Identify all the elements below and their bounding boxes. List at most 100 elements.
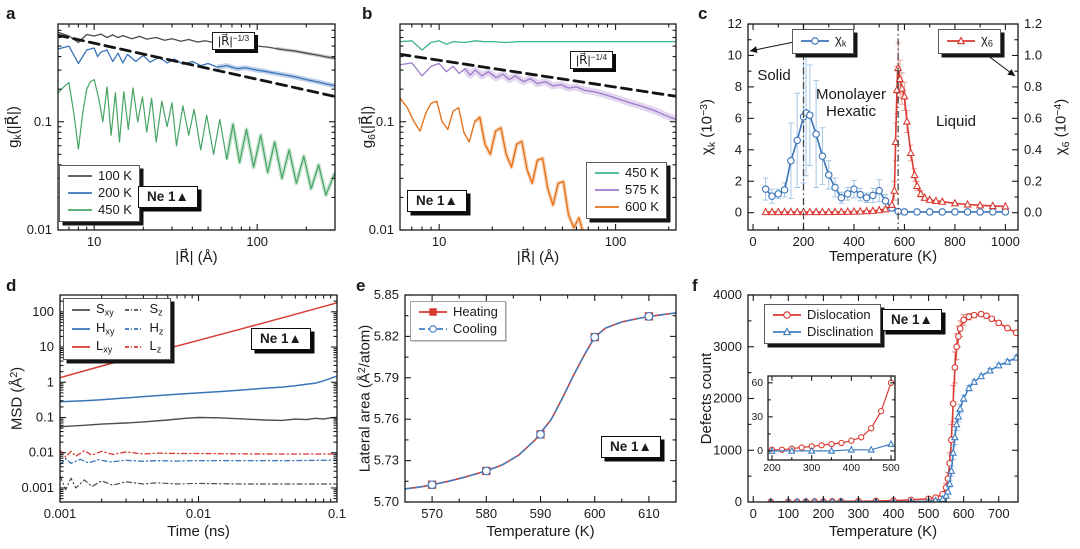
marker-circle: [988, 315, 996, 323]
series-layer: [768, 379, 895, 454]
svg-text:4000: 4000: [713, 287, 742, 302]
series-disclination-inset-markers: [768, 439, 895, 454]
marker-circle: [798, 444, 805, 451]
marker-triangle: [950, 432, 959, 441]
svg-text:100: 100: [246, 234, 268, 249]
series-guide-r-1-3-line: [57, 33, 336, 98]
marker-triangle: [862, 206, 871, 215]
svg-text:0.001: 0.001: [44, 506, 77, 521]
marker-circle: [963, 208, 972, 216]
marker-triangle: [827, 446, 836, 454]
svg-text:5.85: 5.85: [374, 287, 399, 302]
marker-triangle: [875, 205, 884, 214]
svg-text:1.2: 1.2: [1024, 16, 1042, 31]
marker-circle: [427, 480, 437, 490]
panel-b: b 10 100 0.01 0.1 |R⃗| (Å) g6(|R⃗|) 450 K 575 …: [356, 0, 690, 272]
svg-text:590: 590: [530, 506, 552, 521]
svg-text:0.001: 0.001: [21, 480, 54, 495]
series-hxy-line: [59, 375, 338, 403]
series-layer: [761, 24, 1010, 230]
marker-circle: [983, 312, 990, 320]
marker-circle: [995, 319, 1003, 327]
marker-circle: [875, 186, 883, 195]
marker-triangle: [843, 207, 852, 215]
svg-text:570: 570: [421, 506, 443, 521]
marker-triangle: [976, 200, 985, 209]
marker-circle: [787, 157, 795, 165]
axis-ticks: 0.001 0.01 0.1 0.001 0.01 0.1 1 10 100: [21, 295, 346, 521]
axis-ticks: 200 300 400 500 0 30 60: [751, 376, 900, 474]
svg-text:0.2: 0.2: [1024, 173, 1042, 188]
marker-triangle: [761, 207, 770, 216]
panel-letter-c: c: [698, 4, 708, 23]
svg-text:1: 1: [47, 374, 54, 389]
marker-triangle: [947, 466, 956, 474]
panel-d: d 0.001 0.01 0.1 0.001 0.01 0.1 1 10 100 Time (n…: [0, 272, 356, 549]
svg-text:1000: 1000: [991, 234, 1020, 249]
series-cooling-line: [404, 312, 677, 490]
marker-triangle: [1001, 201, 1010, 210]
marker-triangle: [949, 448, 958, 456]
marker-circle: [590, 332, 600, 342]
panel-letter-f: f: [692, 276, 698, 295]
svg-text:0.0: 0.0: [1024, 205, 1042, 220]
svg-text:0.6: 0.6: [1024, 110, 1042, 125]
marker-circle: [881, 197, 890, 205]
marker-circle: [644, 312, 654, 321]
marker-triangle: [868, 206, 878, 214]
marker-circle: [938, 208, 947, 216]
series-hz-line: [59, 457, 338, 466]
series-sz-line: [59, 475, 338, 491]
svg-text:1.0: 1.0: [1024, 47, 1042, 62]
panel-c: c 0 200 400 600 800 1000 0 2 4 6 8 10 12 0.0 0.2 0.4 0.6…: [690, 0, 1080, 272]
marker-circle: [536, 430, 545, 439]
marker-triangle: [938, 196, 947, 205]
marker-circle: [780, 186, 789, 194]
marker-circle: [837, 194, 846, 202]
marker-circle: [818, 152, 827, 160]
marker-circle: [858, 434, 865, 441]
svg-text:0: 0: [750, 506, 757, 521]
legend-pointer-arrow: [749, 41, 795, 54]
marker-triangle: [970, 377, 979, 385]
svg-text:0.4: 0.4: [1024, 142, 1042, 157]
series-100-k-line: [57, 31, 336, 60]
marker-circle: [913, 208, 921, 216]
svg-text:200: 200: [763, 463, 781, 474]
axis-ticks: 570 580 590 600 610 5.70 5.73 5.76 5.79 5.82 5.85: [374, 287, 676, 521]
marker-triangle: [977, 371, 986, 380]
svg-text:700: 700: [988, 506, 1010, 521]
svg-text:580: 580: [475, 506, 497, 521]
svg-text:100: 100: [777, 506, 799, 521]
svg-text:600: 600: [953, 506, 975, 521]
svg-text:5.73: 5.73: [374, 453, 399, 468]
marker-circle: [812, 130, 820, 138]
marker-triangle: [767, 207, 777, 216]
marker-triangle: [818, 207, 827, 216]
series-200-k-line: [57, 45, 336, 87]
series-450-k-line: [399, 40, 677, 51]
series-lxy-line: [59, 302, 338, 379]
marker-triangle: [931, 196, 941, 205]
svg-text:8: 8: [735, 79, 742, 94]
svg-text:2000: 2000: [713, 391, 742, 406]
series-450-k-line: [57, 78, 336, 196]
marker-triangle: [856, 206, 865, 215]
svg-text:400: 400: [843, 463, 861, 474]
marker-circle: [955, 333, 962, 340]
svg-text:610: 610: [638, 506, 660, 521]
marker-circle: [989, 208, 997, 216]
marker-triangle: [964, 383, 973, 392]
svg-text:600: 600: [894, 234, 916, 249]
svg-text:400: 400: [883, 506, 905, 521]
svg-text:10: 10: [40, 339, 54, 354]
marker-triangle: [780, 207, 789, 216]
svg-text:60: 60: [751, 378, 763, 389]
marker-triangle: [837, 207, 846, 216]
svg-text:600: 600: [584, 506, 606, 521]
axis-ticks: 0 200 400 600 800 1000 0 2 4 6 8 10 12 0.0 0.2 0.4 0.6 0.…: [728, 16, 1043, 249]
series-lz-line: [59, 449, 338, 458]
plot-background: [405, 295, 676, 502]
marker-circle: [925, 208, 934, 216]
series-layer: [57, 31, 336, 198]
